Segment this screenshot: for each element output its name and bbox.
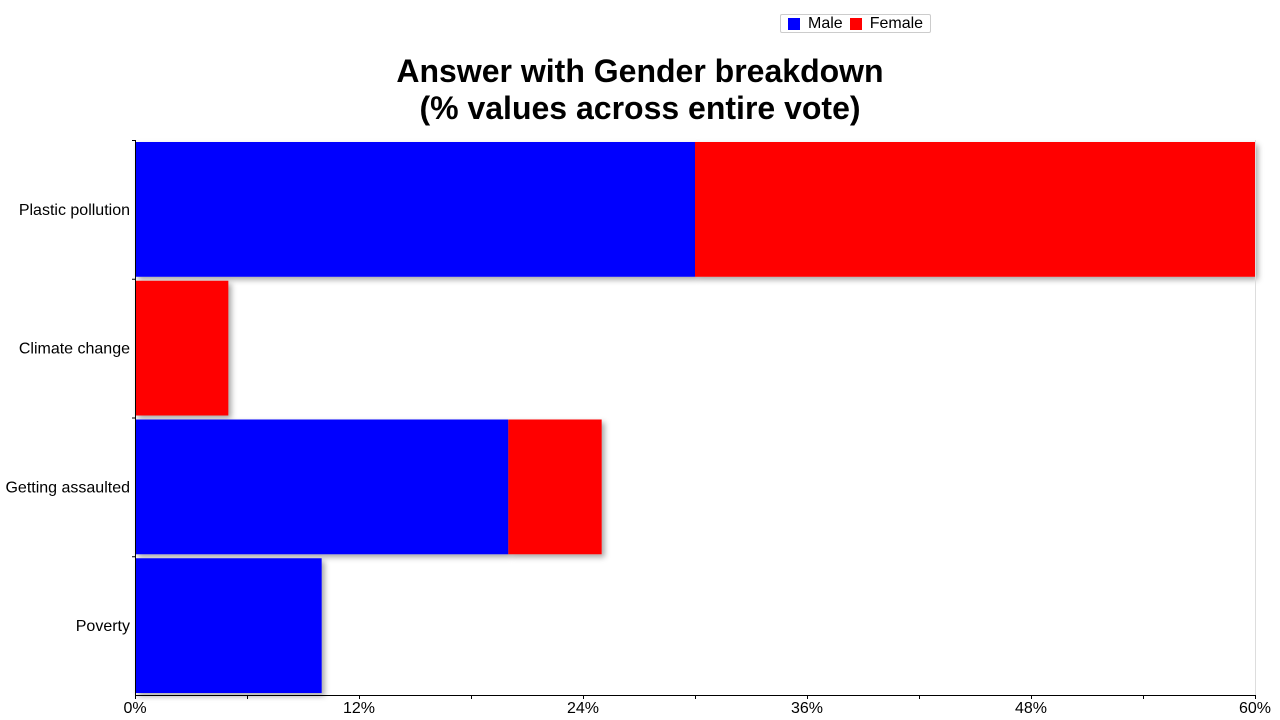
y-tick-label: Poverty (76, 618, 130, 635)
x-tick-label: 24% (567, 700, 599, 717)
x-tick-label: 60% (1239, 700, 1271, 717)
x-tick-label: 0% (123, 700, 146, 717)
x-tick-label: 36% (791, 700, 823, 717)
y-tick-label: Plastic pollution (19, 202, 130, 219)
legend-label-female: Female (869, 14, 924, 32)
bars-layer (135, 142, 1255, 693)
bar-female-climate-change (135, 280, 229, 416)
legend: Male Female (780, 14, 931, 33)
chart-title: Answer with Gender breakdown (% values a… (0, 53, 1280, 127)
legend-item-male: Male (788, 15, 843, 33)
y-tick-label: Climate change (19, 341, 130, 358)
chart-title-line-1: Answer with Gender breakdown (396, 53, 884, 89)
x-tick-label: 12% (343, 700, 375, 717)
axes-layer: Plastic pollution Climate change Getting a… (5, 140, 1271, 717)
bar-female-plastic-pollution (695, 142, 1255, 277)
bar-male-getting-assaulted (135, 419, 509, 555)
chart-title-line-2: (% values across entire vote) (419, 90, 861, 126)
legend-item-female: Female (849, 14, 924, 33)
bar-female-getting-assaulted (508, 419, 602, 555)
bar-male-plastic-pollution (135, 142, 695, 277)
legend-label-male: Male (808, 14, 843, 32)
bar-male-poverty (135, 558, 322, 693)
legend-swatch-male (788, 17, 800, 30)
legend-swatch-female (849, 17, 862, 30)
y-tick-label: Getting assaulted (5, 479, 130, 496)
x-tick-label: 48% (1015, 700, 1047, 717)
